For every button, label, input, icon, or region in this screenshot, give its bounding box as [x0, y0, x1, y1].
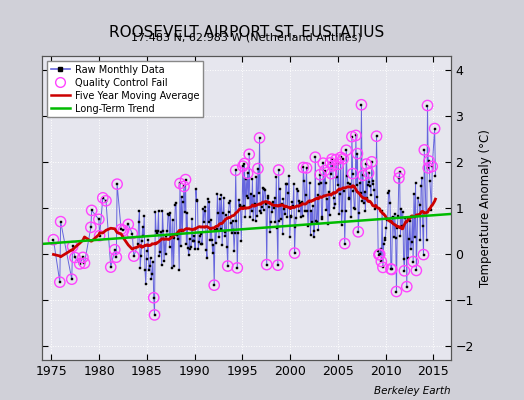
Point — [254, 165, 262, 172]
Point — [316, 172, 324, 178]
Point — [319, 160, 328, 166]
Point — [106, 264, 115, 270]
Point — [373, 133, 381, 140]
Point — [79, 254, 87, 260]
Point — [377, 258, 386, 265]
Point — [128, 230, 136, 237]
Point — [274, 262, 282, 268]
Point — [423, 102, 432, 109]
Point — [241, 160, 249, 167]
Point — [357, 102, 366, 108]
Point — [352, 132, 360, 139]
Point — [71, 254, 79, 261]
Point — [56, 279, 64, 285]
Point — [428, 163, 436, 170]
Point — [238, 163, 247, 170]
Point — [68, 276, 76, 282]
Point — [117, 226, 125, 232]
Point — [129, 253, 138, 259]
Point — [353, 150, 362, 157]
Point — [80, 260, 89, 266]
Point — [387, 266, 395, 272]
Point — [341, 240, 349, 247]
Point — [124, 221, 133, 228]
Point — [224, 263, 232, 269]
Point — [420, 147, 429, 153]
Point — [99, 195, 107, 201]
Point — [396, 169, 404, 176]
Point — [57, 218, 65, 225]
Point — [180, 183, 188, 190]
Point — [233, 265, 242, 271]
Point — [210, 282, 219, 288]
Point — [332, 156, 340, 163]
Point — [379, 264, 387, 271]
Point — [339, 156, 347, 162]
Point — [424, 165, 432, 171]
Point — [88, 207, 96, 214]
Point — [321, 167, 329, 174]
Point — [387, 266, 396, 273]
Point — [402, 284, 411, 290]
Point — [328, 156, 336, 162]
Point — [327, 170, 335, 177]
Point — [290, 250, 299, 256]
Point — [348, 170, 357, 177]
Point — [149, 294, 158, 301]
Point — [342, 147, 351, 154]
Point — [255, 135, 264, 141]
Point — [86, 224, 95, 230]
Point — [112, 254, 121, 260]
Point — [364, 170, 373, 176]
Y-axis label: Temperature Anomaly (°C): Temperature Anomaly (°C) — [479, 129, 493, 287]
Point — [95, 216, 103, 222]
Point — [176, 180, 184, 187]
Point — [245, 151, 254, 158]
Point — [400, 268, 409, 274]
Point — [395, 175, 403, 181]
Point — [392, 288, 401, 295]
Point — [419, 251, 428, 258]
Title: ROOSEVELT AIRPORT ST. EUSTATIUS: ROOSEVELT AIRPORT ST. EUSTATIUS — [108, 24, 384, 40]
Point — [409, 258, 417, 265]
Point — [263, 262, 271, 268]
Point — [232, 167, 240, 174]
Point — [348, 134, 356, 140]
Point — [430, 125, 439, 132]
Point — [119, 227, 128, 234]
Point — [111, 246, 119, 253]
Point — [275, 167, 283, 173]
Point — [302, 165, 311, 171]
Point — [244, 170, 252, 177]
Point — [329, 163, 337, 169]
Point — [113, 181, 122, 187]
Point — [367, 159, 376, 165]
Point — [75, 261, 84, 267]
Point — [375, 252, 383, 258]
Point — [102, 198, 110, 204]
Text: Berkeley Earth: Berkeley Earth — [374, 386, 451, 396]
Point — [412, 267, 421, 274]
Point — [95, 232, 104, 239]
Point — [150, 312, 159, 318]
Point — [326, 160, 335, 166]
Point — [49, 236, 58, 243]
Point — [336, 154, 345, 161]
Point — [362, 161, 370, 167]
Point — [376, 251, 384, 258]
Text: 17.483 N, 62.983 W (Netherland Antilles): 17.483 N, 62.983 W (Netherland Antilles) — [131, 32, 362, 42]
Legend: Raw Monthly Data, Quality Control Fail, Five Year Moving Average, Long-Term Tren: Raw Monthly Data, Quality Control Fail, … — [47, 61, 203, 117]
Point — [359, 172, 367, 179]
Point — [181, 176, 190, 183]
Point — [311, 154, 320, 160]
Point — [425, 158, 433, 164]
Point — [334, 161, 343, 168]
Point — [68, 243, 77, 250]
Point — [299, 164, 308, 171]
Point — [354, 229, 363, 235]
